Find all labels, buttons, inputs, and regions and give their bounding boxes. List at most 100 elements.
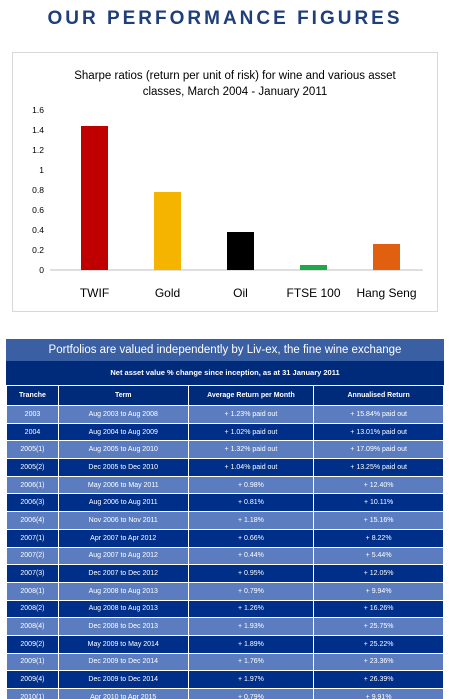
cell-average-return: + 1.97%: [187, 670, 315, 689]
table-row: 2009(2) May 2009 to May 2014 + 1.89% + 25.2…: [6, 634, 444, 654]
column-header-tranche: Tranche: [6, 385, 59, 406]
cell-annualised-return: + 15.16%: [313, 511, 444, 530]
cell-tranche: 2010(1): [6, 688, 59, 699]
x-category-label: Hang Seng: [356, 286, 416, 300]
y-tick-label: 0.4: [32, 225, 44, 235]
cell-tranche: 2003: [6, 405, 59, 424]
cell-term: Aug 2004 to Aug 2009: [57, 422, 189, 442]
cell-average-return: + 0.81%: [187, 493, 315, 513]
cell-tranche: 2006(3): [6, 493, 59, 513]
cell-annualised-return: + 25.75%: [313, 617, 444, 636]
performance-table-section: Portfolios are valued independently by L…: [6, 339, 444, 699]
cell-average-return: + 0.79%: [187, 688, 315, 699]
y-tick-label: 0: [39, 265, 44, 275]
cell-tranche: 2006(1): [6, 475, 59, 495]
cell-term: Aug 2003 to Aug 2008: [57, 405, 189, 424]
cell-term: Apr 2007 to Apr 2012: [57, 528, 189, 548]
cell-annualised-return: + 23.36%: [313, 652, 444, 672]
cell-tranche: 2009(4): [6, 670, 59, 689]
table-row: 2008(1) Aug 2008 to Aug 2013 + 0.79% + 9.94…: [6, 581, 444, 601]
table-row: 2005(1) Aug 2005 to Aug 2010 + 1.32% paid …: [6, 440, 444, 460]
cell-tranche: 2009(2): [6, 634, 59, 654]
bar-oil: [227, 232, 254, 270]
cell-annualised-return: + 17.09% paid out: [313, 440, 444, 460]
cell-annualised-return: + 15.84% paid out: [313, 405, 444, 424]
bar-hang-seng: [373, 244, 400, 270]
table-subheading: Net asset value % change since inception…: [6, 361, 444, 385]
y-tick-label: 1.4: [32, 125, 44, 135]
cell-annualised-return: + 13.01% paid out: [313, 422, 444, 442]
cell-average-return: + 1.18%: [187, 511, 315, 530]
bar-chart: 0 0.2 0.4 0.6 0.8 1 1.2 1.4 1.6 TWIF Gold Oil FTSE 1…: [32, 105, 423, 300]
bar-gold: [154, 192, 181, 270]
cell-average-return: + 0.66%: [187, 528, 315, 548]
table-row: 2009(1) Dec 2009 to Dec 2014 + 1.76% + 23.3…: [6, 652, 444, 672]
x-category-label: TWIF: [80, 286, 109, 300]
cell-average-return: + 0.44%: [187, 546, 315, 566]
cell-term: Dec 2008 to Dec 2013: [57, 617, 189, 636]
cell-term: Dec 2009 to Dec 2014: [57, 652, 189, 672]
table-body: 2003 Aug 2003 to Aug 2008 + 1.23% paid out…: [6, 405, 444, 699]
x-category-label: Oil: [233, 286, 248, 300]
cell-average-return: + 1.76%: [187, 652, 315, 672]
column-header-term: Term: [57, 385, 189, 406]
cell-annualised-return: + 10.11%: [313, 493, 444, 513]
cell-average-return: + 1.26%: [187, 599, 315, 619]
cell-tranche: 2007(2): [6, 546, 59, 566]
cell-term: Aug 2005 to Aug 2010: [57, 440, 189, 460]
chart-panel: Sharpe ratios (return per unit of risk) …: [12, 52, 438, 312]
table-row: 2008(2) Aug 2008 to Aug 2013 + 1.26% + 16.2…: [6, 599, 444, 619]
cell-term: Aug 2006 to Aug 2011: [57, 493, 189, 513]
table-row: 2007(3) Dec 2007 to Dec 2012 + 0.95% + 12.0…: [6, 564, 444, 583]
cell-average-return: + 0.79%: [187, 581, 315, 601]
bar-twif: [81, 126, 108, 270]
table-row: 2007(1) Apr 2007 to Apr 2012 + 0.66% + 8.22…: [6, 528, 444, 548]
cell-annualised-return: + 9.94%: [313, 581, 444, 601]
bar-ftse-100: [300, 265, 327, 270]
table-row: 2010(1) Apr 2010 to Apr 2015 + 0.79% + 9.91…: [6, 688, 444, 699]
cell-term: Dec 2005 to Dec 2010: [57, 458, 189, 477]
cell-term: May 2006 to May 2011: [57, 475, 189, 495]
cell-average-return: + 1.02% paid out: [187, 422, 315, 442]
cell-average-return: + 0.98%: [187, 475, 315, 495]
chart-title: Sharpe ratios (return per unit of risk) …: [74, 70, 396, 99]
cell-tranche: 2005(2): [6, 458, 59, 477]
table-row: 2006(4) Nov 2006 to Nov 2011 + 1.18% + 15.1…: [6, 511, 444, 530]
table-row: 2003 Aug 2003 to Aug 2008 + 1.23% paid out…: [6, 405, 444, 424]
cell-annualised-return: + 5.44%: [313, 546, 444, 566]
cell-tranche: 2008(4): [6, 617, 59, 636]
cell-tranche: 2005(1): [6, 440, 59, 460]
y-tick-label: 1.6: [32, 105, 44, 115]
cell-tranche: 2007(1): [6, 528, 59, 548]
x-category-label: Gold: [155, 286, 180, 300]
cell-annualised-return: + 12.05%: [313, 564, 444, 583]
table-row: 2005(2) Dec 2005 to Dec 2010 + 1.04% paid …: [6, 458, 444, 477]
y-tick-label: 0.8: [32, 185, 44, 195]
y-tick-label: 0.6: [32, 205, 44, 215]
cell-annualised-return: + 26.39%: [313, 670, 444, 689]
cell-annualised-return: + 8.22%: [313, 528, 444, 548]
cell-tranche: 2009(1): [6, 652, 59, 672]
table-row: 2006(3) Aug 2006 to Aug 2011 + 0.81% + 10.1…: [6, 493, 444, 513]
cell-annualised-return: + 9.91%: [313, 688, 444, 699]
cell-term: Dec 2007 to Dec 2012: [57, 564, 189, 583]
column-header-average-return: Average Return per Month: [187, 385, 315, 406]
table-header-row: Tranche Term Average Return per Month An…: [6, 385, 444, 406]
table-row: 2009(4) Dec 2009 to Dec 2014 + 1.97% + 26.3…: [6, 670, 444, 689]
table-row: 2004 Aug 2004 to Aug 2009 + 1.02% paid out…: [6, 422, 444, 442]
cell-term: Aug 2008 to Aug 2013: [57, 599, 189, 619]
cell-annualised-return: + 13.25% paid out: [313, 458, 444, 477]
y-tick-label: 0.2: [32, 245, 44, 255]
table-row: 2006(1) May 2006 to May 2011 + 0.98% + 12.4…: [6, 475, 444, 495]
cell-term: May 2009 to May 2014: [57, 634, 189, 654]
cell-term: Dec 2009 to Dec 2014: [57, 670, 189, 689]
cell-average-return: + 0.95%: [187, 564, 315, 583]
y-tick-label: 1.2: [32, 145, 44, 155]
cell-tranche: 2006(4): [6, 511, 59, 530]
cell-average-return: + 1.23% paid out: [187, 405, 315, 424]
cell-tranche: 2007(3): [6, 564, 59, 583]
cell-term: Nov 2006 to Nov 2011: [57, 511, 189, 530]
performance-table: Tranche Term Average Return per Month An…: [6, 385, 444, 699]
cell-tranche: 2004: [6, 422, 59, 442]
cell-term: Aug 2008 to Aug 2013: [57, 581, 189, 601]
